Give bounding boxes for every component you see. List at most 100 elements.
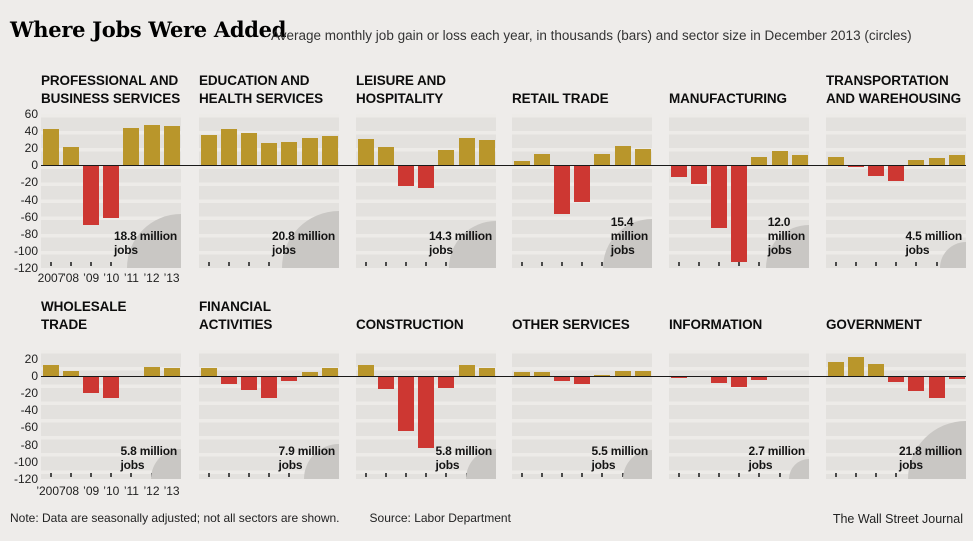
plot-area: 20.8 million jobs	[199, 114, 339, 268]
bar	[261, 143, 278, 166]
x-axis-tick	[561, 262, 564, 266]
x-axis-tick	[228, 262, 231, 266]
x-axis-tick	[678, 473, 680, 477]
x-axis-tick	[835, 262, 837, 266]
sector-size-label: 15.4 million jobs	[610, 215, 648, 257]
x-axis-tick	[288, 473, 291, 477]
bar	[458, 365, 475, 376]
bar	[458, 137, 475, 166]
x-axis-label: ’12	[143, 271, 160, 285]
plot-area: 4.5 million jobs	[826, 114, 966, 268]
x-axis-label: ’2007	[36, 484, 66, 498]
x-axis-tick	[561, 473, 564, 477]
bar	[241, 375, 258, 390]
bar	[378, 147, 395, 166]
bar	[418, 375, 435, 449]
bar	[634, 149, 651, 166]
x-axis-tick	[698, 262, 701, 266]
bar	[398, 165, 415, 186]
y-axis-label: -120	[13, 472, 38, 486]
x-axis-tick	[50, 262, 52, 266]
x-axis-tick	[738, 262, 741, 266]
bar	[574, 375, 591, 385]
panel-title: INFORMATION	[669, 317, 763, 332]
x-axis-tick	[385, 473, 388, 477]
x-axis-tick	[718, 473, 721, 477]
x-axis-tick	[855, 473, 858, 477]
x-axis-tick	[405, 473, 408, 477]
bar	[143, 125, 160, 166]
bar	[574, 165, 591, 203]
bar	[928, 157, 945, 166]
x-axis-label: ’08	[63, 271, 80, 285]
bar	[241, 132, 258, 166]
bar	[948, 155, 965, 166]
bar	[143, 367, 160, 376]
x-axis-tick	[70, 262, 73, 266]
y-axis-label: -20	[20, 386, 38, 400]
chart-subtitle: Average monthly job gain or loss each ye…	[271, 28, 912, 43]
footnote: Note: Data are seasonally adjusted; not …	[10, 511, 511, 525]
x-axis-tick	[50, 473, 52, 477]
bar	[534, 154, 551, 166]
x-axis-tick	[541, 473, 544, 477]
x-axis-tick	[90, 473, 93, 477]
plot-area: 7.9 million jobs	[199, 350, 339, 479]
x-axis-label: ’10	[103, 271, 120, 285]
x-axis-label: ’10	[103, 484, 120, 498]
plot-area: 12.0 million jobs	[669, 114, 809, 268]
panel-title: PROFESSIONAL AND BUSINESS SERVICES	[41, 73, 181, 106]
x-axis-tick	[110, 473, 113, 477]
bar	[478, 139, 495, 166]
sector-size-label: 18.8 million jobs	[114, 229, 177, 257]
sector-size-label: 2.7 million jobs	[748, 444, 806, 472]
bar	[358, 138, 374, 166]
bar	[868, 165, 885, 176]
bar	[301, 372, 318, 376]
bar	[163, 125, 180, 166]
x-axis-tick	[228, 473, 231, 477]
bar	[928, 375, 945, 399]
x-axis-tick	[445, 473, 448, 477]
bar	[908, 160, 925, 166]
y-axis-label: -60	[20, 420, 38, 435]
plot-area: 5.8 million jobs	[356, 350, 496, 479]
x-axis-tick	[698, 473, 701, 477]
bar	[731, 165, 748, 262]
bar	[221, 375, 238, 384]
y-axis-label: 60	[24, 107, 38, 121]
bar	[751, 375, 768, 381]
bar	[791, 155, 808, 166]
x-axis-tick	[70, 473, 73, 477]
bar	[398, 375, 415, 431]
sector-size-circle	[789, 459, 809, 479]
bar	[828, 362, 844, 376]
x-axis-tick	[445, 262, 448, 266]
x-axis-tick	[365, 262, 367, 266]
bar	[594, 374, 611, 376]
plot-area: 5.8 million jobs	[41, 350, 181, 479]
x-axis-tick	[405, 262, 408, 266]
bar	[221, 129, 238, 166]
bar	[671, 165, 687, 178]
y-axis-label: 40	[24, 124, 38, 139]
bar	[828, 156, 844, 166]
x-axis-tick	[385, 262, 388, 266]
panel-title: GOVERNMENT	[826, 317, 922, 332]
x-axis-tick	[835, 473, 837, 477]
y-axis-label: -80	[20, 437, 38, 452]
bar	[201, 134, 217, 166]
bar	[378, 375, 395, 389]
bar	[261, 375, 278, 399]
x-axis-tick	[758, 262, 761, 266]
y-axis-label: -20	[20, 175, 38, 190]
y-axis-label: 0	[31, 158, 38, 173]
x-axis-tick	[678, 262, 680, 266]
bar	[418, 165, 435, 189]
x-axis-tick	[935, 262, 938, 266]
x-axis-label: ’09	[83, 271, 100, 285]
publication-credit: The Wall Street Journal	[832, 512, 963, 526]
y-axis-label: 20	[24, 141, 38, 156]
bar	[948, 375, 965, 380]
note-text: Note: Data are seasonally adjusted; not …	[10, 511, 340, 525]
